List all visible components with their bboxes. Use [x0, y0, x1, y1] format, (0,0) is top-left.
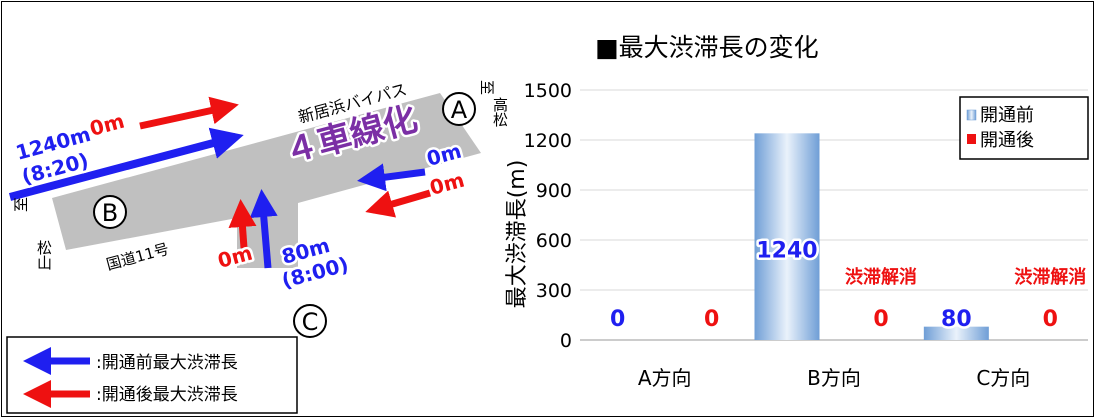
- node-b: B: [93, 195, 127, 229]
- arrow-c-before: [249, 189, 278, 269]
- node-a: A: [442, 92, 476, 126]
- a-after-length: 0m: [427, 168, 467, 200]
- b-after-length: 0m: [87, 109, 127, 141]
- y-tick-labels: 0 300 600 900 1200 1500: [524, 80, 572, 352]
- data-labels: 0 0 1240 0 渋滞解消 80 0 渋滞解消: [608, 236, 1089, 335]
- bars: [754, 133, 989, 340]
- annotation-resolved: 渋滞解消: [1014, 266, 1086, 288]
- c-after-length: 0m: [215, 241, 255, 273]
- road-map: A B C ４車線化 新居浜バイパス 国道11号 至 高松 至 松山 1240m…: [8, 80, 509, 338]
- chart-legend: 開通前 開通後: [959, 96, 1089, 160]
- route11-name-label: 国道11号: [104, 240, 171, 274]
- svg-text:C: C: [302, 308, 319, 336]
- data-label-before: 80: [941, 307, 972, 332]
- category-label: A方向: [638, 366, 692, 390]
- legend-after-swatch: [967, 134, 976, 144]
- y-axis-label: 最大渋滞長(m): [505, 160, 530, 309]
- legend-series-after: 開通後: [980, 130, 1034, 151]
- data-label-after: 0: [1043, 307, 1058, 332]
- legend-before-swatch: [966, 109, 977, 121]
- data-label-after: 0: [873, 307, 888, 332]
- arrow-b-before: [8, 127, 244, 201]
- direction-b-dest: 松山: [35, 240, 53, 270]
- chart-title: ■最大渋滞長の変化: [595, 33, 819, 62]
- bar-before: [923, 326, 989, 340]
- y-tick-label: 300: [536, 280, 572, 302]
- category-label: C方向: [976, 366, 1030, 390]
- legend-series-before: 開通前: [980, 105, 1034, 126]
- data-label-before: 1240: [756, 238, 817, 263]
- map-legend: :開通前最大渋滞長 :開通後最大渋滞長: [6, 336, 298, 414]
- category-labels: A方向 B方向 C方向: [638, 366, 1030, 390]
- direction-b-to: 至: [12, 197, 30, 212]
- y-tick-label: 600: [536, 230, 572, 252]
- data-label-after: 0: [704, 307, 719, 332]
- arrow-c-after: [228, 199, 257, 249]
- legend-before-label: :開通前最大渋滞長: [96, 353, 238, 373]
- direction-a-dest: 高松: [491, 97, 509, 127]
- arrow-a-before: [357, 163, 426, 192]
- svg-text:A: A: [451, 96, 468, 124]
- annotation-resolved: 渋滞解消: [845, 266, 917, 288]
- arrow-b-after: [139, 96, 239, 130]
- y-tick-label: 1500: [524, 80, 572, 102]
- bar-before: [754, 133, 820, 340]
- node-c: C: [293, 304, 327, 338]
- direction-a-to: 至: [478, 80, 496, 95]
- y-tick-label: 0: [560, 330, 572, 352]
- arrow-a-after: [365, 189, 431, 218]
- bypass-road: [52, 93, 481, 268]
- svg-text:B: B: [102, 199, 118, 227]
- category-label: B方向: [807, 366, 861, 390]
- legend-after-label: :開通後最大渋滞長: [96, 385, 238, 405]
- data-label-before: 0: [610, 307, 625, 332]
- y-tick-label: 1200: [524, 130, 572, 152]
- y-tick-label: 900: [536, 180, 572, 202]
